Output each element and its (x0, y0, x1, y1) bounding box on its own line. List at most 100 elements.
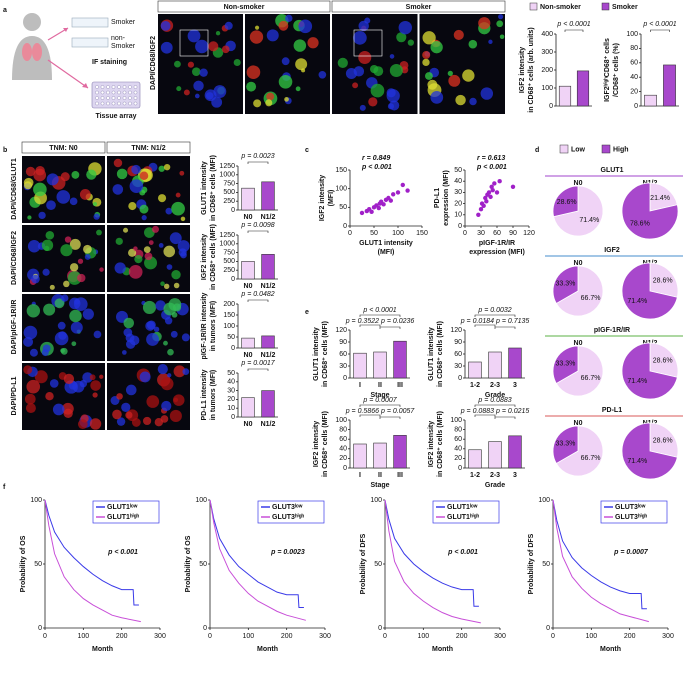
bracket (359, 404, 401, 407)
cell (139, 171, 149, 180)
p-value: p < 0.0001 (362, 307, 396, 314)
x-tick-label: III (397, 382, 403, 389)
pie-slice (555, 345, 604, 397)
cell (69, 197, 78, 206)
cell (386, 88, 396, 98)
well (117, 101, 121, 106)
cell (133, 246, 138, 251)
cell (194, 93, 200, 99)
cell (448, 74, 461, 87)
cell (46, 173, 59, 186)
y-axis-label: GLUT1 intensity (428, 327, 435, 381)
y-tick-label: 200 (541, 67, 553, 74)
y-tick-label: 250 (223, 198, 235, 205)
y-tick-label: 0 (458, 465, 462, 472)
cell (52, 403, 65, 416)
cell (157, 364, 168, 375)
point (481, 203, 486, 209)
cell (125, 384, 137, 396)
point (376, 205, 381, 211)
legend-label: GLUT3ʰⁱᵍʰ (272, 512, 305, 521)
pie-slice (621, 182, 679, 240)
panel-label: d (535, 147, 539, 154)
x-tick-label: 0 (463, 230, 467, 237)
header-box (157, 0, 331, 13)
p-value: p = 0.0057 (380, 408, 415, 415)
cell (295, 86, 301, 92)
survival-curve (552, 499, 649, 623)
cell (359, 104, 366, 111)
x-tick-label: 0 (383, 633, 387, 640)
bar (261, 181, 275, 211)
x-axis-label: GLUT1 intensity (359, 240, 413, 247)
micrograph (158, 14, 243, 114)
cell (60, 348, 65, 353)
point (388, 198, 393, 203)
cell (54, 331, 69, 346)
x-tick-label: N0 (244, 214, 253, 221)
x-tick-label: N1/2 (261, 214, 276, 221)
schematic-label: non- (111, 35, 126, 42)
x-tick-label: 1-2 (470, 472, 480, 479)
point (400, 182, 405, 188)
cell (60, 244, 73, 257)
cell (389, 100, 400, 111)
cell (352, 82, 359, 89)
well (100, 85, 105, 89)
cell (422, 50, 431, 59)
cell (293, 39, 307, 52)
bracket (474, 324, 496, 327)
y-tick-label: 500 (223, 258, 235, 265)
bar (663, 64, 676, 107)
cell (160, 41, 173, 54)
point (486, 190, 492, 195)
cell (211, 96, 223, 108)
x-tick-label: 30 (477, 230, 485, 237)
x-tick-label: 2-3 (490, 382, 500, 389)
bracket (379, 416, 401, 419)
well (106, 85, 110, 89)
cell (61, 294, 69, 302)
image-header: Non-smoker (224, 4, 265, 11)
bar (261, 335, 275, 349)
cell (116, 393, 123, 400)
p-value: p = 0.0007 (613, 549, 649, 556)
slide-icon (71, 17, 109, 28)
y-axis-label: in CD68⁺ cells (MFI) (210, 155, 217, 221)
legend-label: GLUT3ˡᵒʷ (272, 504, 303, 511)
x-tick-label: 300 (319, 633, 331, 640)
y-tick-label: 0 (378, 625, 382, 632)
cell (25, 166, 36, 177)
cell (151, 225, 160, 233)
legend-label: GLUT1ʰⁱᵍʰ (107, 512, 140, 521)
cell (144, 252, 153, 261)
cell (208, 41, 219, 52)
cell (165, 207, 173, 215)
pie-name: N0 (574, 340, 583, 347)
cell (498, 14, 504, 20)
cell (401, 66, 409, 74)
well (133, 85, 138, 89)
y-axis-label: in CD68⁺ cells (MFI) (437, 321, 444, 387)
y-axis-label: IGF2 intensity (201, 234, 208, 280)
header-box (106, 141, 191, 154)
bar (508, 347, 522, 379)
p-value: p = 0.0482 (240, 291, 274, 298)
y-tick-label: 90 (454, 339, 462, 346)
well (122, 96, 127, 100)
y-axis-label: in CD68⁺ cells (MFI) (210, 224, 217, 290)
cell (163, 245, 176, 258)
well (95, 96, 99, 100)
y-tick-label: 60 (339, 351, 347, 358)
x-tick-label: 0 (208, 633, 212, 640)
bar (261, 254, 275, 280)
legend-box (600, 500, 668, 524)
point (484, 199, 489, 204)
pie-name: N0 (574, 420, 583, 427)
cell (480, 87, 494, 100)
cell (499, 34, 505, 40)
cell (175, 192, 181, 198)
y-tick-label: 0 (38, 625, 42, 632)
point (391, 192, 396, 197)
head-icon (23, 13, 41, 31)
